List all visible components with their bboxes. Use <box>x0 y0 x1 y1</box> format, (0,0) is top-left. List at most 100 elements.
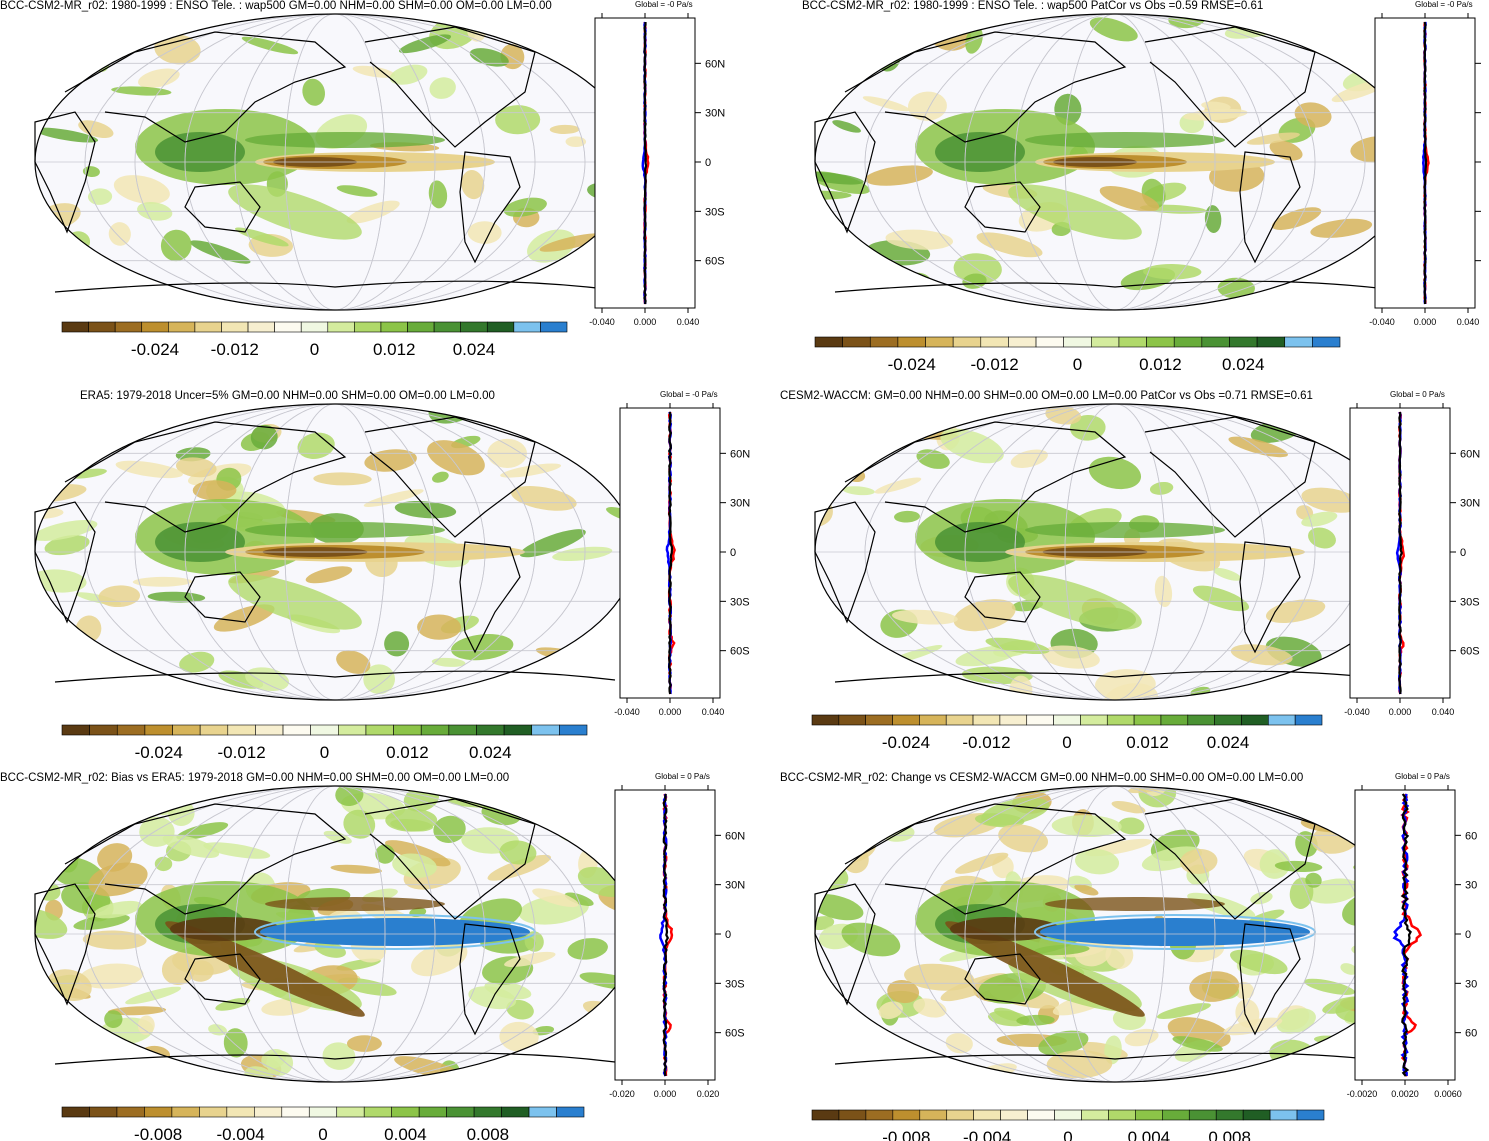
lat-tick-label: 30S <box>705 206 725 218</box>
colorbar-swatch <box>838 1109 867 1121</box>
colorbar-swatch <box>254 1106 283 1118</box>
colorbar-label: -0.004 <box>216 1125 264 1141</box>
colorbar-swatch <box>221 321 249 333</box>
lat-tick-label: 30 <box>1465 880 1477 892</box>
colorbar-swatch <box>61 1106 90 1118</box>
zonal-mean-profile: 60 30 0 30 60 -0.0020 0.0020 0.0060 <box>1347 785 1477 1099</box>
colorbar-swatch <box>1229 336 1258 348</box>
colorbar-swatch <box>1133 714 1162 726</box>
colorbar-swatch <box>556 1106 585 1118</box>
colorbar-swatch <box>892 1109 921 1121</box>
profile-tick-label: 0.000 <box>634 317 657 327</box>
colorbar: -0.024 -0.012 0 0.012 0.024 <box>811 714 1323 752</box>
global-mean-label: Global = -0 Pa/s <box>660 390 718 399</box>
colorbar-swatch <box>393 724 422 736</box>
colorbar-swatch <box>116 1106 145 1118</box>
profile-tick-label: 0.000 <box>1414 317 1437 327</box>
colorbar-label: -0.024 <box>135 743 183 762</box>
colorbar-swatch <box>310 724 339 736</box>
colorbar-label: 0.012 <box>1139 355 1182 374</box>
map-field <box>815 404 1415 700</box>
map-field <box>815 786 1415 1082</box>
panel-p6: BCC-CSM2-MR_r02: Change vs CESM2-WACCM G… <box>780 772 1489 1141</box>
colorbar-swatch <box>1296 1109 1325 1121</box>
coastlines <box>34 798 616 1065</box>
colorbar-label: -0.012 <box>971 355 1019 374</box>
colorbar-swatch <box>1269 1109 1298 1121</box>
colorbar-swatch <box>420 724 450 736</box>
colorbar-swatch <box>473 1106 502 1118</box>
colorbar-swatch <box>811 714 840 726</box>
lat-tick-label: 60S <box>725 1028 745 1040</box>
profile-tick-label: 0.000 <box>1389 707 1412 717</box>
profile-tick-label: -0.040 <box>1369 317 1395 327</box>
colorbar-swatch <box>946 1109 974 1121</box>
lat-tick-label: 60 <box>1465 830 1477 842</box>
lat-tick-label: 30 <box>1465 978 1477 990</box>
colorbar-swatch <box>144 1106 173 1118</box>
panel-title: BCC-CSM2-MR_r02: Bias vs ERA5: 1979-2018… <box>0 772 510 784</box>
colorbar-swatch <box>116 724 146 736</box>
colorbar-label: -0.024 <box>888 355 936 374</box>
graticule <box>35 404 635 700</box>
map-field <box>35 404 635 700</box>
colorbar-swatch <box>1294 714 1323 726</box>
colorbar-swatch <box>308 1106 338 1118</box>
zonal-mean-profile: 60N 30N 0 30S 60S -0.020 0.000 0.020 <box>609 785 745 1099</box>
lat-tick-label: 60N <box>725 830 745 842</box>
colorbar-label: 0 <box>1073 355 1082 374</box>
colorbar-swatch <box>925 336 954 348</box>
zonal-mean-profile: 60N 30N 0 30S 60S -0.040 0.000 0.040 <box>614 403 750 717</box>
graticule <box>35 14 635 310</box>
colorbar-label: 0.024 <box>469 743 512 762</box>
colorbar-label: -0.008 <box>882 1128 930 1141</box>
colorbar-swatch <box>88 321 116 333</box>
colorbar-swatch <box>433 321 461 333</box>
colorbar-swatch <box>1063 336 1092 348</box>
colorbar-swatch <box>1173 336 1203 348</box>
lat-tick-label: 0 <box>705 157 711 169</box>
colorbar-swatch <box>999 714 1028 726</box>
colorbar-swatch <box>172 724 201 736</box>
map-field <box>35 786 635 1082</box>
colorbar-swatch <box>1053 714 1081 726</box>
colorbar-swatch <box>919 714 947 726</box>
colorbar-swatch <box>501 1106 530 1118</box>
panel-graphics: 60N 30N 0 30S 60S -0.040 0.000 0.040 -0.024 -0.01… <box>34 403 750 762</box>
colorbar-label: 0.012 <box>373 340 416 359</box>
profile-tick-label: 0.000 <box>654 1089 677 1099</box>
colorbar-swatch <box>1091 336 1120 348</box>
colorbar-label: 0 <box>1063 1128 1072 1141</box>
colorbar-swatch <box>1268 714 1296 726</box>
panel-title: CESM2-WACCM: GM=0.00 NHM=0.00 SHM=0.00 O… <box>780 390 1313 402</box>
colorbar-label: -0.024 <box>131 340 179 359</box>
graticule <box>815 786 1415 1082</box>
colorbar-label: 0 <box>320 743 329 762</box>
profile-tick-label: -0.0020 <box>1347 1089 1378 1099</box>
colorbar-swatch <box>973 1109 1001 1121</box>
lat-tick-label: 30N <box>725 880 745 892</box>
zonal-mean-profile: 60N 30N 0 30S 60S -0.040 0.000 0.040 <box>589 13 725 327</box>
panel-p2: BCC-CSM2-MR_r02: 1980-1999 : ENSO Tele. … <box>780 0 1489 374</box>
colorbar-swatch <box>528 1106 557 1118</box>
colorbar-swatch <box>1135 1109 1163 1121</box>
colorbar-swatch <box>945 714 974 726</box>
colorbar-swatch <box>531 724 560 736</box>
colorbar-label: 0 <box>310 340 319 359</box>
colorbar-swatch <box>282 724 311 736</box>
colorbar-label: 0.012 <box>1126 733 1169 752</box>
colorbar-label: 0 <box>318 1125 327 1141</box>
colorbar-swatch <box>865 714 893 726</box>
colorbar-label: -0.004 <box>963 1128 1011 1141</box>
colorbar-swatch <box>869 336 899 348</box>
colorbar-swatch <box>144 724 173 736</box>
colorbar-swatch <box>897 336 926 348</box>
colorbar-swatch <box>365 724 394 736</box>
colorbar-swatch <box>952 336 982 348</box>
colorbar-swatch <box>892 714 920 726</box>
colorbar-swatch <box>540 321 568 333</box>
colorbar-swatch <box>89 1106 118 1118</box>
profile-tick-label: 0.040 <box>1457 317 1480 327</box>
colorbar-swatch <box>114 321 143 333</box>
colorbar-swatch <box>814 336 843 348</box>
